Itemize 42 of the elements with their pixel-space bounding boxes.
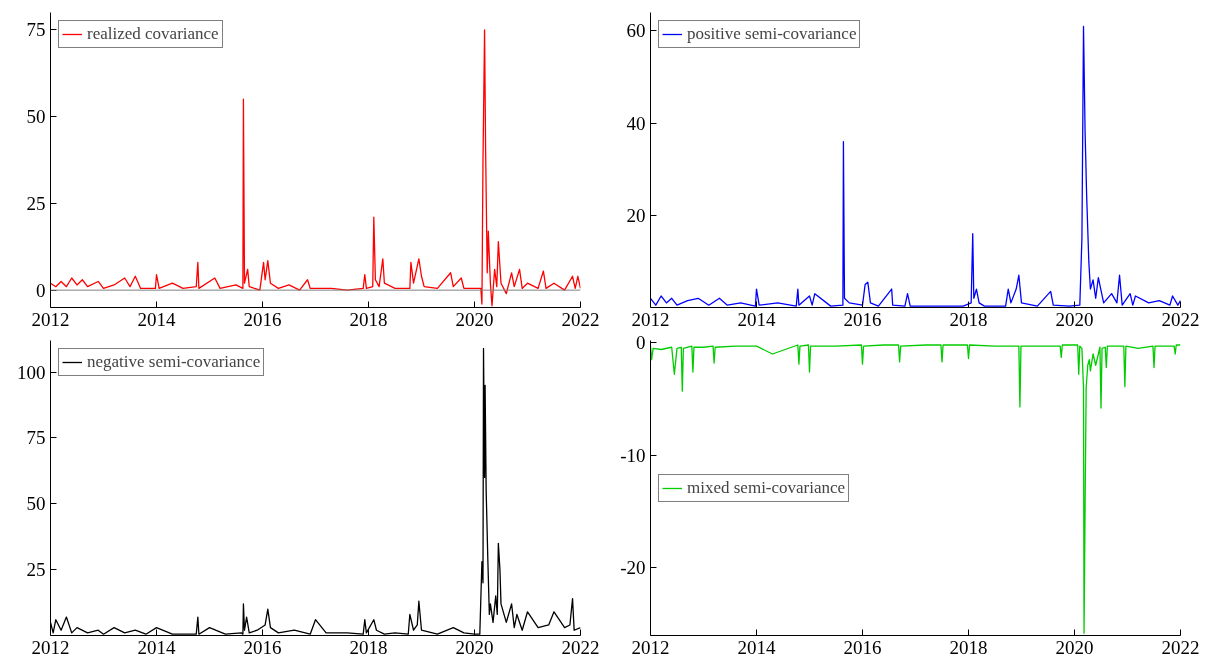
y-tick-label: 0 <box>636 332 646 354</box>
x-tick-label: 2022 <box>561 308 600 330</box>
x-tick-label: 2014 <box>137 636 176 658</box>
x-tick-label: 2016 <box>843 308 882 330</box>
x-tick-label: 2022 <box>561 636 600 658</box>
y-tick-label: 50 <box>26 106 46 128</box>
x-tick-label: 2020 <box>1055 308 1094 330</box>
x-tick-label: 2012 <box>31 636 70 658</box>
x-tick-label: 2018 <box>949 636 988 658</box>
x-tick-label: 2022 <box>1161 308 1200 330</box>
x-tick-label: 2020 <box>455 308 494 330</box>
y-tick-label: 0 <box>36 279 46 301</box>
x-tick-label: 2018 <box>949 308 988 330</box>
x-tick-label: 2014 <box>737 636 776 658</box>
y-tick-label: 100 <box>17 361 46 383</box>
legend-label: mixed semi-covariance <box>687 477 846 498</box>
x-tick-label: 2012 <box>631 636 670 658</box>
x-tick-label: 2014 <box>137 308 176 330</box>
x-tick-label: 2018 <box>349 308 388 330</box>
y-tick-label: 75 <box>26 427 46 449</box>
y-tick-label: -20 <box>620 557 646 579</box>
y-tick-label: 40 <box>626 112 646 134</box>
x-tick-label: 2020 <box>455 636 494 658</box>
legend-label: realized covariance <box>87 24 219 44</box>
y-tick-label: 25 <box>26 192 46 214</box>
x-tick-label: 2020 <box>1055 636 1094 658</box>
x-tick-label: 2022 <box>1161 636 1200 658</box>
x-tick-label: 2012 <box>631 308 670 330</box>
y-tick-label: 20 <box>626 204 646 226</box>
x-tick-label: 2016 <box>843 636 882 658</box>
x-tick-label: 2016 <box>243 636 282 658</box>
y-tick-label: 25 <box>26 559 46 581</box>
x-tick-label: 2014 <box>737 308 776 330</box>
y-tick-label: -10 <box>620 444 646 466</box>
y-tick-label: 75 <box>26 19 46 41</box>
x-tick-label: 2016 <box>243 308 282 330</box>
x-tick-label: 2018 <box>349 636 388 658</box>
legend-label: negative semi-covariance <box>87 352 261 372</box>
y-tick-label: 50 <box>26 493 46 515</box>
x-tick-label: 2012 <box>31 308 70 330</box>
legend-label: positive semi-covariance <box>687 24 857 44</box>
y-tick-label: 60 <box>626 20 646 42</box>
